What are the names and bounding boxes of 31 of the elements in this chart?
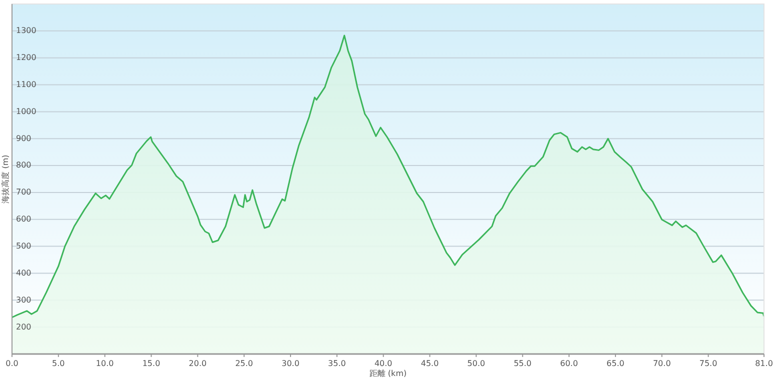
y-tick-label: 800 <box>16 160 32 170</box>
y-tick-label: 500 <box>16 241 32 250</box>
y-tick-label: 200 <box>16 322 32 332</box>
x-tick-label: 55.0 <box>514 359 532 368</box>
x-tick-label: 25.0 <box>235 359 254 368</box>
x-tick-label: 10.0 <box>96 359 114 368</box>
y-tick-label: 1300 <box>16 26 36 36</box>
x-tick-label: 81.0 <box>755 359 773 368</box>
x-tick-label: 75.0 <box>699 359 718 368</box>
x-tick-label: 0.0 <box>6 359 18 368</box>
x-tick-label: 65.0 <box>606 359 624 368</box>
x-tick-label: 20.0 <box>188 359 207 368</box>
x-tick-label: 35.0 <box>328 359 346 368</box>
x-tick-label: 45.0 <box>420 359 439 368</box>
x-tick-label: 40.0 <box>374 359 392 368</box>
x-tick-label: 15.0 <box>142 359 160 368</box>
y-tick-label: 1100 <box>16 80 36 89</box>
y-axis-title: 海抜高度 (m) <box>1 154 10 204</box>
y-tick-label: 700 <box>16 188 32 197</box>
x-tick-label: 30.0 <box>282 359 300 368</box>
y-tick-label: 1000 <box>16 106 36 116</box>
y-tick-label: 400 <box>16 268 32 278</box>
y-tick-label: 900 <box>16 134 32 143</box>
x-tick-label: 70.0 <box>652 359 671 368</box>
x-tick-label: 50.0 <box>467 359 486 368</box>
x-tick-label: 60.0 <box>560 359 578 368</box>
x-axis-title: 距離 (km) <box>369 369 407 378</box>
y-tick-label: 300 <box>16 295 32 304</box>
x-tick-label: 5.0 <box>52 359 65 368</box>
y-tick-label: 600 <box>16 214 32 224</box>
y-tick-label: 1200 <box>16 53 36 62</box>
